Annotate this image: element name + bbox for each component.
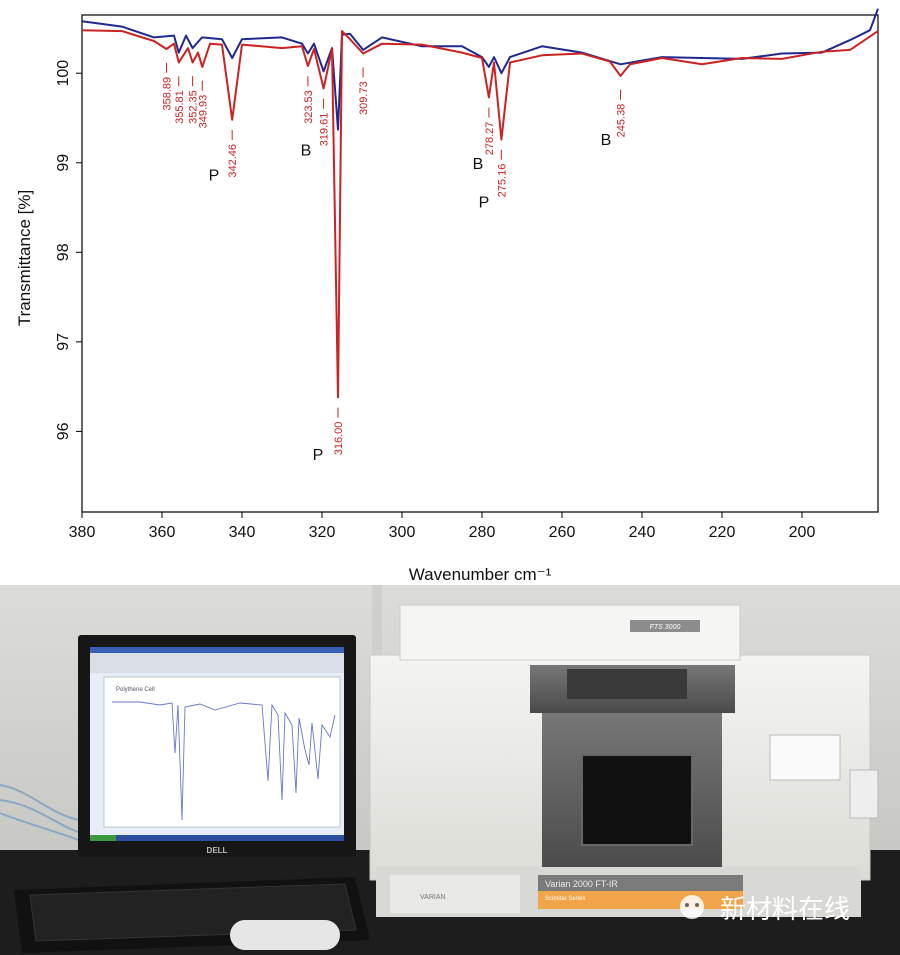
spectrum-chart: 380 360 340 320 300 280 260 240 220 200 96 97 98 99 1… <box>15 8 879 584</box>
monitor-spectrum <box>112 701 336 821</box>
instrument-badge: FTS 3000 <box>650 624 681 631</box>
peak-label: 309.73 <box>358 81 370 115</box>
peak-label: 245.38 <box>615 104 627 138</box>
x-tick-label: 260 <box>549 524 576 541</box>
x-tick-label: 320 <box>309 524 336 541</box>
chart-svg: 380 360 340 320 300 280 260 240 220 200 96 97 98 99 1… <box>15 8 879 584</box>
series-line <box>81 29 879 399</box>
peak-label: 342.46 <box>227 144 239 178</box>
y-tick-label: 98 <box>55 243 72 261</box>
plot-frame <box>81 14 879 513</box>
y-tick-label: 100 <box>55 60 72 87</box>
peak-label: 275.16 <box>496 164 508 198</box>
x-tick-label: 300 <box>389 524 416 541</box>
x-tick-label: 280 <box>469 524 496 541</box>
watermark-text: 新材料在线 <box>720 895 850 925</box>
peak-label: 358.89 <box>161 77 173 111</box>
x-tick-label: 340 <box>229 524 256 541</box>
monitor-brand: DELL <box>207 846 228 855</box>
x-tick-label: 200 <box>789 524 816 541</box>
annotations: P B P B P B <box>209 132 612 464</box>
mousepad <box>230 920 340 950</box>
y-tick-label: 99 <box>55 154 72 172</box>
annotation-label: B <box>301 143 312 160</box>
peak-label: 316.00 <box>333 422 345 456</box>
ftir-instrument: FTS 3000 VARIAN Varian 2000 FT-IR Scimit… <box>369 604 879 917</box>
annotation-label: B <box>473 156 484 173</box>
y-tick-label: 97 <box>55 333 72 351</box>
annotation-label: P <box>479 195 490 212</box>
peak-label: 349.93 <box>197 95 209 129</box>
x-tick-label: 380 <box>69 524 96 541</box>
annotation-label: P <box>209 168 220 185</box>
watermark: 新材料在线 <box>680 895 850 925</box>
y-tick-label: 96 <box>55 422 72 440</box>
peak-label: 278.27 <box>484 122 496 156</box>
instrument-brand: VARIAN <box>420 894 446 901</box>
annotation-label: B <box>601 132 612 149</box>
instrument-subtitle: Scimitar Series <box>545 896 585 902</box>
peak-label: 355.81 <box>174 90 186 124</box>
annotation-label: P <box>313 447 324 464</box>
x-axis-ticks: 380 360 340 320 300 280 260 240 220 200 <box>69 512 816 541</box>
instrument-photo: Polythene Cell DELL FTS 3000 VARIAN <box>0 585 900 955</box>
x-tick-label: 360 <box>149 524 176 541</box>
peak-label: 352.35 <box>188 90 200 124</box>
x-tick-label: 240 <box>629 524 656 541</box>
series-line <box>81 8 879 131</box>
photo-svg: Polythene Cell DELL FTS 3000 VARIAN <box>0 585 900 955</box>
y-axis-ticks: 96 97 98 99 100 <box>55 60 82 440</box>
series-layer <box>81 8 879 399</box>
monitor-screen-title: Polythene Cell <box>116 687 155 693</box>
x-tick-label: 220 <box>709 524 736 541</box>
peak-label: 323.53 <box>303 90 315 124</box>
peak-label: 319.61 <box>319 113 331 147</box>
y-axis-label: Transmittance [%] <box>15 190 34 326</box>
monitor: Polythene Cell DELL <box>78 635 356 857</box>
instrument-model: Varian 2000 FT-IR <box>545 879 618 889</box>
x-axis-label: Wavenumber cm⁻¹ <box>409 565 552 584</box>
wechat-icon <box>680 895 704 919</box>
